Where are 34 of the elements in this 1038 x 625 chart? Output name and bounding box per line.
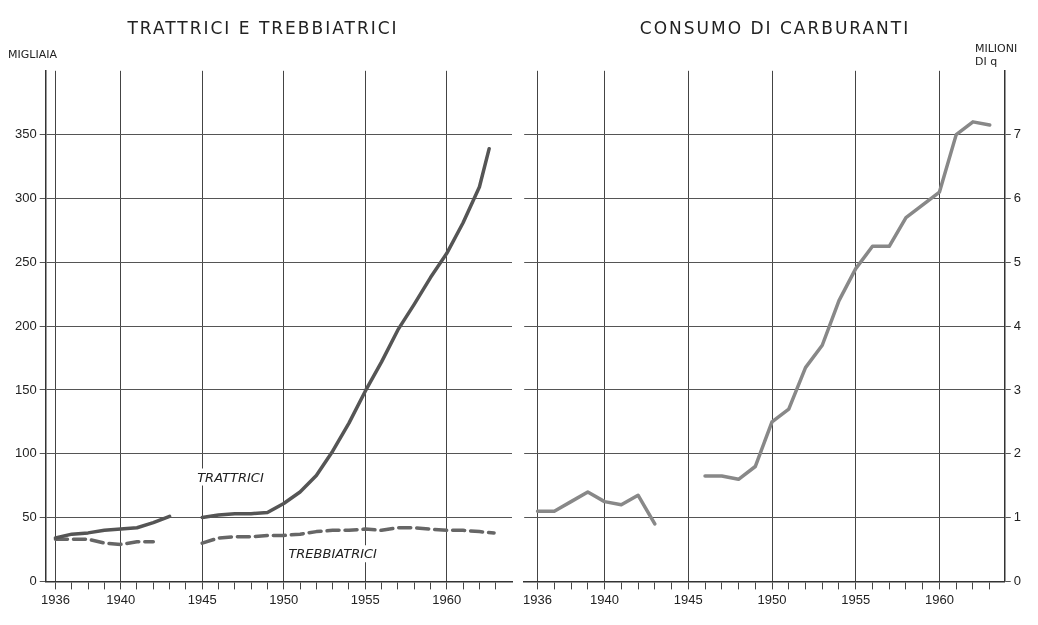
y-tick-label: 0: [29, 572, 37, 588]
x-tick-label: 1950: [269, 591, 299, 607]
y-tick-label: 350: [14, 126, 37, 142]
y-tick-label: 150: [14, 381, 37, 397]
x-tick-label: 1945: [187, 591, 217, 607]
y-tick-label: 50: [22, 509, 37, 525]
chart-title: CONSUMO DI CARBURANTI: [638, 18, 912, 38]
chart-title: TRATTRICI E TREBBIATRICI: [126, 18, 400, 38]
x-tick-label: 1960: [432, 591, 462, 607]
y-tick-label: 100: [14, 445, 37, 461]
y2-tick-label: 4: [1013, 317, 1021, 333]
y-tick-label: 250: [14, 253, 37, 269]
x-tick-label: 1955: [841, 591, 871, 607]
x-tick-label: 1955: [350, 591, 380, 607]
y2-tick-label: 6: [1013, 190, 1021, 206]
x-tick-label: 1940: [106, 591, 136, 607]
y2-tick-label: 7: [1013, 126, 1021, 142]
y2-tick-label: 5: [1013, 253, 1021, 269]
x-tick-label: 1945: [673, 591, 703, 607]
y2-tick-label: 3: [1013, 381, 1021, 397]
x-tick-label: 1960: [925, 591, 954, 607]
x-tick-label: 1936: [523, 591, 553, 607]
y2-axis-title: MILIONI DI q: [975, 42, 1019, 68]
x-tick-label: 1950: [757, 591, 787, 607]
x-tick-label: 1936: [41, 591, 70, 607]
y-tick-label: 300: [14, 190, 37, 206]
y2-tick-label: 0: [1013, 572, 1021, 588]
y2-tick-label: 1: [1013, 509, 1021, 525]
y-axis-title: MIGLIAIA: [8, 48, 58, 61]
y-tick-label: 200: [14, 317, 37, 333]
series-label: TREBBIATRICI: [288, 546, 378, 562]
text: TRATTRICI: [197, 469, 264, 485]
x-tick-label: 1940: [590, 591, 620, 607]
y2-tick-label: 2: [1013, 445, 1021, 461]
